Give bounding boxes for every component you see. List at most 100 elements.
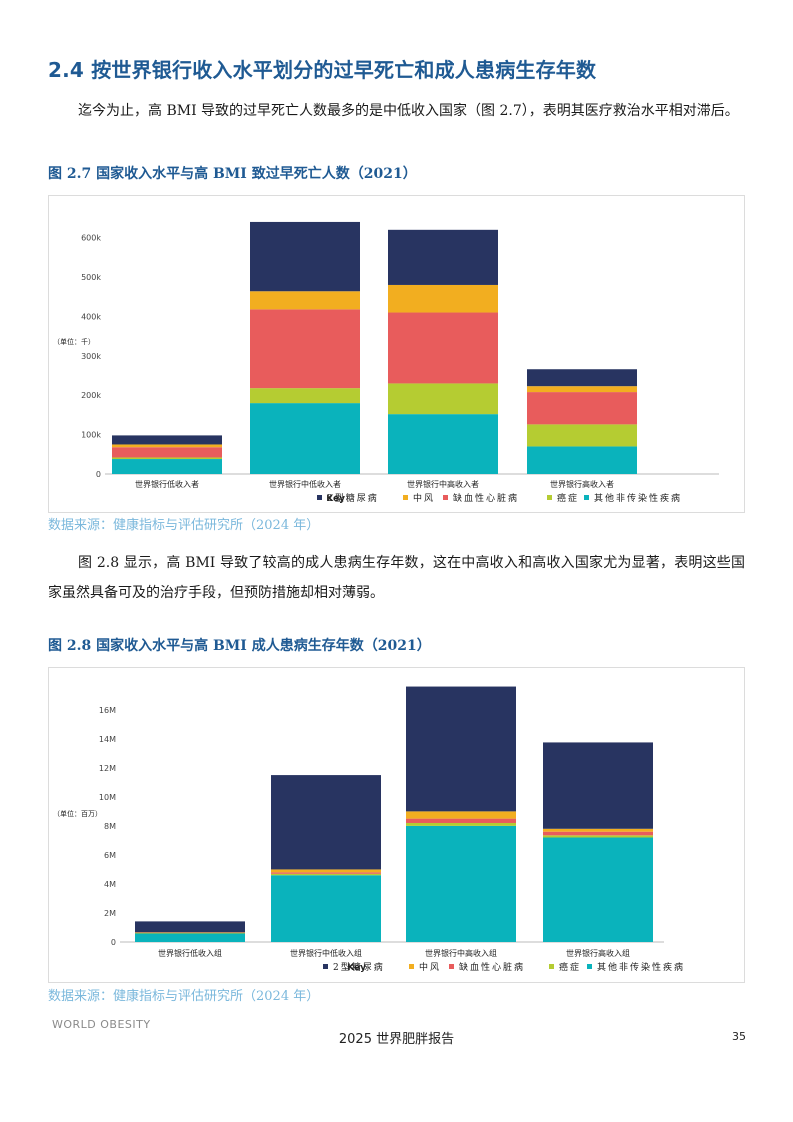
bar-segment xyxy=(543,831,653,836)
bar-segment xyxy=(271,875,381,942)
bar-segment xyxy=(406,686,516,812)
y-tick-label: 4M xyxy=(104,880,116,889)
legend-swatch xyxy=(403,495,408,500)
bar-segment xyxy=(135,921,245,933)
bar-segment xyxy=(112,435,222,445)
legend-label: 缺血性心脏病 xyxy=(459,961,525,973)
legend-label: 2型糖尿病 xyxy=(333,961,385,973)
legend-swatch xyxy=(547,495,552,500)
category-label: 世界银行高收入组 xyxy=(566,948,630,958)
y-tick-label: 400k xyxy=(81,312,101,321)
bar-segment xyxy=(112,457,222,460)
category-label: 世界银行低收入者 xyxy=(135,479,199,489)
bar-segment xyxy=(527,386,637,393)
bar-segment xyxy=(112,444,222,448)
bar-segment xyxy=(112,459,222,474)
legend-label: 癌症 xyxy=(557,492,579,504)
figure-2-8-chart: 0 2M 4M 6M 8M 10M 12M 14M 16M （单位：百万） 世界银行低收入组 世界银行… xyxy=(48,667,745,983)
figure-2-8-title: 图 2.8 国家收入水平与高 BMI 成人患病生存年数（2021） xyxy=(48,638,431,654)
figure-2-8-source: 数据来源：健康指标与评估研究所（2024 年） xyxy=(48,989,320,1004)
y-unit-label: （单位：千） xyxy=(53,337,95,346)
bar-segment xyxy=(406,818,516,823)
y-tick-label: 6M xyxy=(104,851,116,860)
bar-segment xyxy=(388,284,498,313)
bar-segment xyxy=(388,383,498,415)
bar-segment xyxy=(135,933,245,942)
y-tick-label: 500k xyxy=(81,273,101,282)
bar-segment xyxy=(271,873,381,876)
bar-segment xyxy=(543,835,653,838)
bar-segment xyxy=(388,229,498,285)
legend-label: 其他非传染性疾病 xyxy=(597,961,685,973)
y-tick-label: 14M xyxy=(99,735,116,744)
legend-label: 缺血性心脏病 xyxy=(453,492,519,504)
bar-segment xyxy=(543,837,653,942)
bar-segment xyxy=(250,309,360,389)
y-tick-label: 0 xyxy=(96,470,101,479)
y-tick-label: 200k xyxy=(81,391,101,400)
paragraph-figure-2-8: 图 2.8 显示，高 BMI 导致了较高的成人患病生存年数，这在中高收入和高收入… xyxy=(48,555,745,601)
category-label: 世界银行高收入者 xyxy=(550,479,614,489)
bar-segment xyxy=(112,447,222,458)
premature-deaths-chart-svg: 0 100k 200k 300k 400k 500k 600k （单位：千） 世界银行低收入者 世… xyxy=(53,221,719,504)
legend-swatch xyxy=(584,495,589,500)
legend-label: 中风 xyxy=(419,961,441,973)
figure-2-7-source: 数据来源：健康指标与评估研究所（2024 年） xyxy=(48,518,320,533)
bar-segment xyxy=(271,869,381,873)
legend-swatch xyxy=(317,495,322,500)
bar-segment xyxy=(135,932,245,933)
disability-years-chart-svg: 0 2M 4M 6M 8M 10M 12M 14M 16M （单位：百万） 世界银行低收入组 世界银行… xyxy=(53,686,685,973)
y-tick-label: 600k xyxy=(81,234,101,243)
legend-label: 癌症 xyxy=(559,961,581,973)
y-tick-label: 100k xyxy=(81,431,101,440)
y-unit-label: （单位：百万） xyxy=(53,809,102,818)
legend-swatch xyxy=(449,964,454,969)
bar-segment xyxy=(527,424,637,447)
y-tick-label: 10M xyxy=(99,793,116,802)
category-label: 世界银行中低收入者 xyxy=(269,479,341,489)
bar-segment xyxy=(527,392,637,425)
legend-title: Key xyxy=(347,963,366,973)
bar-segment xyxy=(271,775,381,870)
legend-swatch xyxy=(443,495,448,500)
y-tick-label: 2M xyxy=(104,909,116,918)
y-tick-label: 300k xyxy=(81,352,101,361)
bar-segment xyxy=(250,388,360,404)
y-tick-label: 16M xyxy=(99,706,116,715)
bar-segment xyxy=(543,828,653,832)
bar-segment xyxy=(527,446,637,474)
bar-segment xyxy=(250,403,360,474)
legend-title: Key xyxy=(326,494,345,504)
legend-swatch xyxy=(409,964,414,969)
legend-label: 2型糖尿病 xyxy=(327,492,379,504)
bar-segment xyxy=(406,811,516,819)
page-number: 35 xyxy=(732,1030,746,1043)
y-tick-label: 0 xyxy=(111,938,116,947)
y-tick-label: 8M xyxy=(104,822,116,831)
figure-2-7-title: 图 2.7 国家收入水平与高 BMI 致过早死亡人数（2021） xyxy=(48,166,417,182)
footer-report-title: 2025 世界肥胖报告 xyxy=(338,1032,455,1047)
section-title: 2.4 按世界银行收入水平划分的过早死亡和成人患病生存年数 xyxy=(48,58,597,82)
bar-segment xyxy=(527,369,637,387)
bar-segment xyxy=(543,742,653,829)
legend-label: 其他非传染性疾病 xyxy=(594,492,682,504)
legend-swatch xyxy=(549,964,554,969)
paragraph-intro: 迄今为止，高 BMI 导致的过早死亡人数最多的是中低收入国家（图 2.7），表明… xyxy=(78,103,739,119)
legend-swatch xyxy=(587,964,592,969)
category-label: 世界银行中高收入者 xyxy=(407,479,479,489)
world-obesity-logo: WORLD OBESITY xyxy=(52,1018,151,1031)
category-label: 世界银行中高收入组 xyxy=(425,948,497,958)
bar-segment xyxy=(271,872,381,874)
legend-swatch xyxy=(323,964,328,969)
bar-segment xyxy=(388,312,498,384)
bar-segment xyxy=(250,291,360,310)
category-label: 世界银行中低收入组 xyxy=(290,948,362,958)
bar-segment xyxy=(250,221,360,292)
figure-2-7-chart: 0 100k 200k 300k 400k 500k 600k （单位：千） 世界银行低收入者 世… xyxy=(48,195,745,513)
bar-segment xyxy=(406,825,516,942)
category-label: 世界银行低收入组 xyxy=(158,948,222,958)
bar-segment xyxy=(135,933,245,934)
bar-segment xyxy=(388,414,498,474)
bar-segment xyxy=(135,932,245,934)
legend-label: 中风 xyxy=(413,492,435,504)
